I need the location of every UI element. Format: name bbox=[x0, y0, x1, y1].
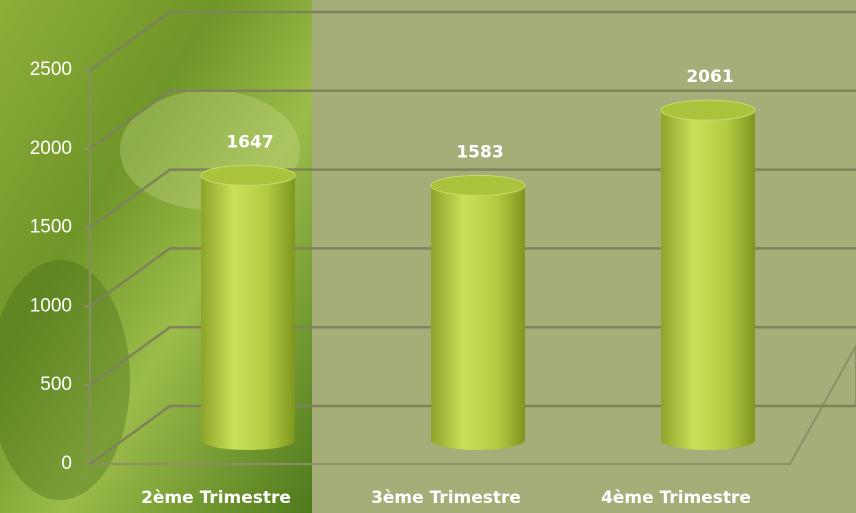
bar-top bbox=[201, 165, 295, 185]
x-tick-label: 2ème Trimestre bbox=[141, 488, 291, 508]
y-tick-label: 0 bbox=[61, 453, 72, 474]
value-label: 1647 bbox=[226, 132, 273, 152]
value-label: 1583 bbox=[456, 143, 503, 163]
y-tick-label: 1500 bbox=[30, 217, 72, 238]
bar-top bbox=[661, 100, 755, 120]
chart: 0 500 1000 1500 2000 2500 2ème Trimestre 1647 3è… bbox=[0, 0, 856, 513]
y-tick-label: 1000 bbox=[30, 295, 72, 316]
x-tick-label: 3ème Trimestre bbox=[371, 488, 521, 508]
bar-top bbox=[431, 176, 525, 196]
bar bbox=[431, 186, 525, 450]
bar bbox=[201, 175, 295, 450]
x-tick-label: 4ème Trimestre bbox=[601, 488, 751, 508]
y-tick-label: 2000 bbox=[30, 138, 72, 159]
value-label: 2061 bbox=[686, 67, 733, 87]
y-tick-label: 2500 bbox=[30, 59, 72, 80]
y-tick-label: 500 bbox=[40, 374, 72, 395]
bar bbox=[661, 110, 755, 450]
